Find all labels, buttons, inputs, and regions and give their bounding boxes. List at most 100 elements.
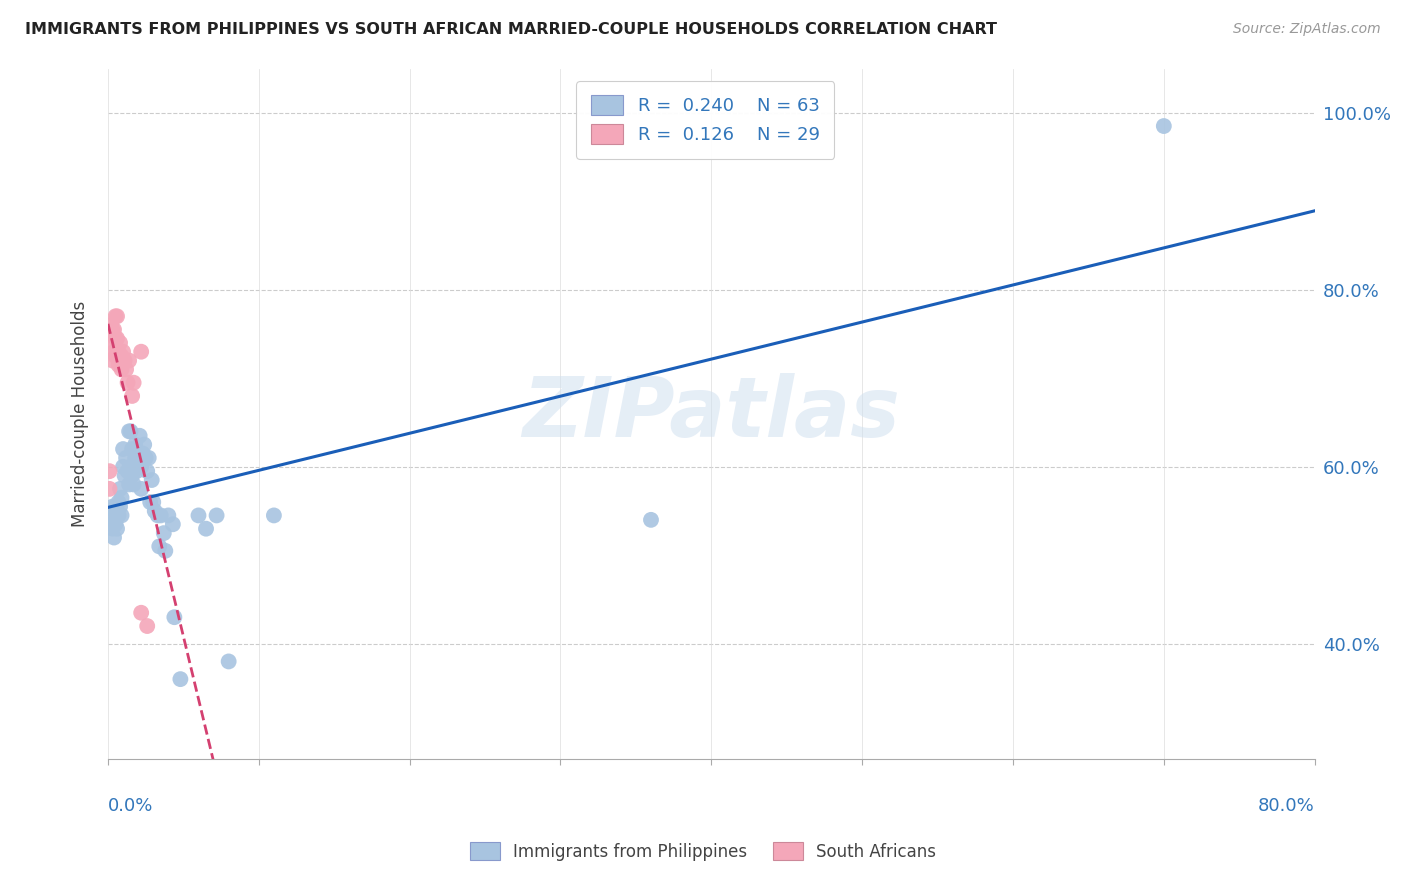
Point <box>103 344 125 359</box>
Point <box>135 450 157 465</box>
Point <box>100 517 122 532</box>
Point <box>118 425 141 439</box>
Point <box>127 446 149 460</box>
Text: Source: ZipAtlas.com: Source: ZipAtlas.com <box>1233 22 1381 37</box>
Point <box>124 450 146 465</box>
Point <box>169 672 191 686</box>
Text: IMMIGRANTS FROM PHILIPPINES VS SOUTH AFRICAN MARRIED-COUPLE HOUSEHOLDS CORRELATI: IMMIGRANTS FROM PHILIPPINES VS SOUTH AFR… <box>25 22 997 37</box>
Point <box>122 459 145 474</box>
Point <box>107 508 129 523</box>
Point <box>112 442 135 456</box>
Point <box>162 517 184 532</box>
Point <box>1153 119 1175 133</box>
Point <box>263 508 285 523</box>
Point <box>105 310 128 324</box>
Point <box>128 455 150 469</box>
Legend: R =  0.240    N = 63, R =  0.126    N = 29: R = 0.240 N = 63, R = 0.126 N = 29 <box>576 81 834 159</box>
Point <box>124 437 146 451</box>
Point <box>129 482 152 496</box>
Point <box>134 437 156 451</box>
Text: ZIPatlas: ZIPatlas <box>523 373 900 454</box>
Point <box>152 526 174 541</box>
Point <box>114 353 136 368</box>
Point <box>141 473 163 487</box>
Point <box>146 508 169 523</box>
Point <box>138 450 160 465</box>
Point <box>104 310 127 324</box>
Point <box>131 446 153 460</box>
Point <box>136 464 159 478</box>
Point <box>157 508 180 523</box>
Point <box>205 508 228 523</box>
Legend: Immigrants from Philippines, South Africans: Immigrants from Philippines, South Afric… <box>464 836 942 868</box>
Text: 80.0%: 80.0% <box>1258 797 1315 814</box>
Point <box>122 477 145 491</box>
Point <box>98 482 121 496</box>
Point <box>112 344 135 359</box>
Point <box>101 522 124 536</box>
Point <box>108 500 131 514</box>
Point <box>129 606 152 620</box>
Point <box>108 482 131 496</box>
Point <box>101 353 124 368</box>
Point <box>112 459 135 474</box>
Point <box>195 522 218 536</box>
Point <box>142 495 165 509</box>
Point <box>163 610 186 624</box>
Point <box>118 477 141 491</box>
Point <box>103 504 125 518</box>
Point <box>107 344 129 359</box>
Point <box>128 429 150 443</box>
Point <box>105 508 128 523</box>
Y-axis label: Married-couple Households: Married-couple Households <box>72 301 89 527</box>
Point <box>143 504 166 518</box>
Point <box>148 540 170 554</box>
Point <box>100 335 122 350</box>
Point <box>120 425 142 439</box>
Point <box>121 442 143 456</box>
Point <box>129 459 152 474</box>
Point <box>110 508 132 523</box>
Point <box>100 508 122 523</box>
Point <box>104 500 127 514</box>
Point <box>107 495 129 509</box>
Point <box>104 517 127 532</box>
Point <box>108 353 131 368</box>
Point <box>110 491 132 505</box>
Point <box>120 459 142 474</box>
Point <box>101 500 124 514</box>
Point <box>117 464 139 478</box>
Point <box>121 389 143 403</box>
Point <box>101 322 124 336</box>
Point <box>100 318 122 333</box>
Point <box>218 655 240 669</box>
Point <box>122 376 145 390</box>
Point <box>127 459 149 474</box>
Point <box>136 619 159 633</box>
Point <box>149 508 172 523</box>
Point <box>118 353 141 368</box>
Point <box>139 495 162 509</box>
Point <box>104 349 127 363</box>
Point <box>105 522 128 536</box>
Point <box>103 322 125 336</box>
Point <box>640 513 662 527</box>
Point <box>104 331 127 345</box>
Point <box>125 464 148 478</box>
Point <box>187 508 209 523</box>
Point <box>117 376 139 390</box>
Point <box>115 362 138 376</box>
Point <box>98 464 121 478</box>
Point <box>121 468 143 483</box>
Point <box>103 531 125 545</box>
Point <box>108 335 131 350</box>
Point <box>155 544 177 558</box>
Point <box>107 358 129 372</box>
Point <box>115 450 138 465</box>
Point <box>114 468 136 483</box>
Point <box>105 331 128 345</box>
Point <box>129 344 152 359</box>
Text: 0.0%: 0.0% <box>108 797 153 814</box>
Point <box>110 349 132 363</box>
Point <box>110 362 132 376</box>
